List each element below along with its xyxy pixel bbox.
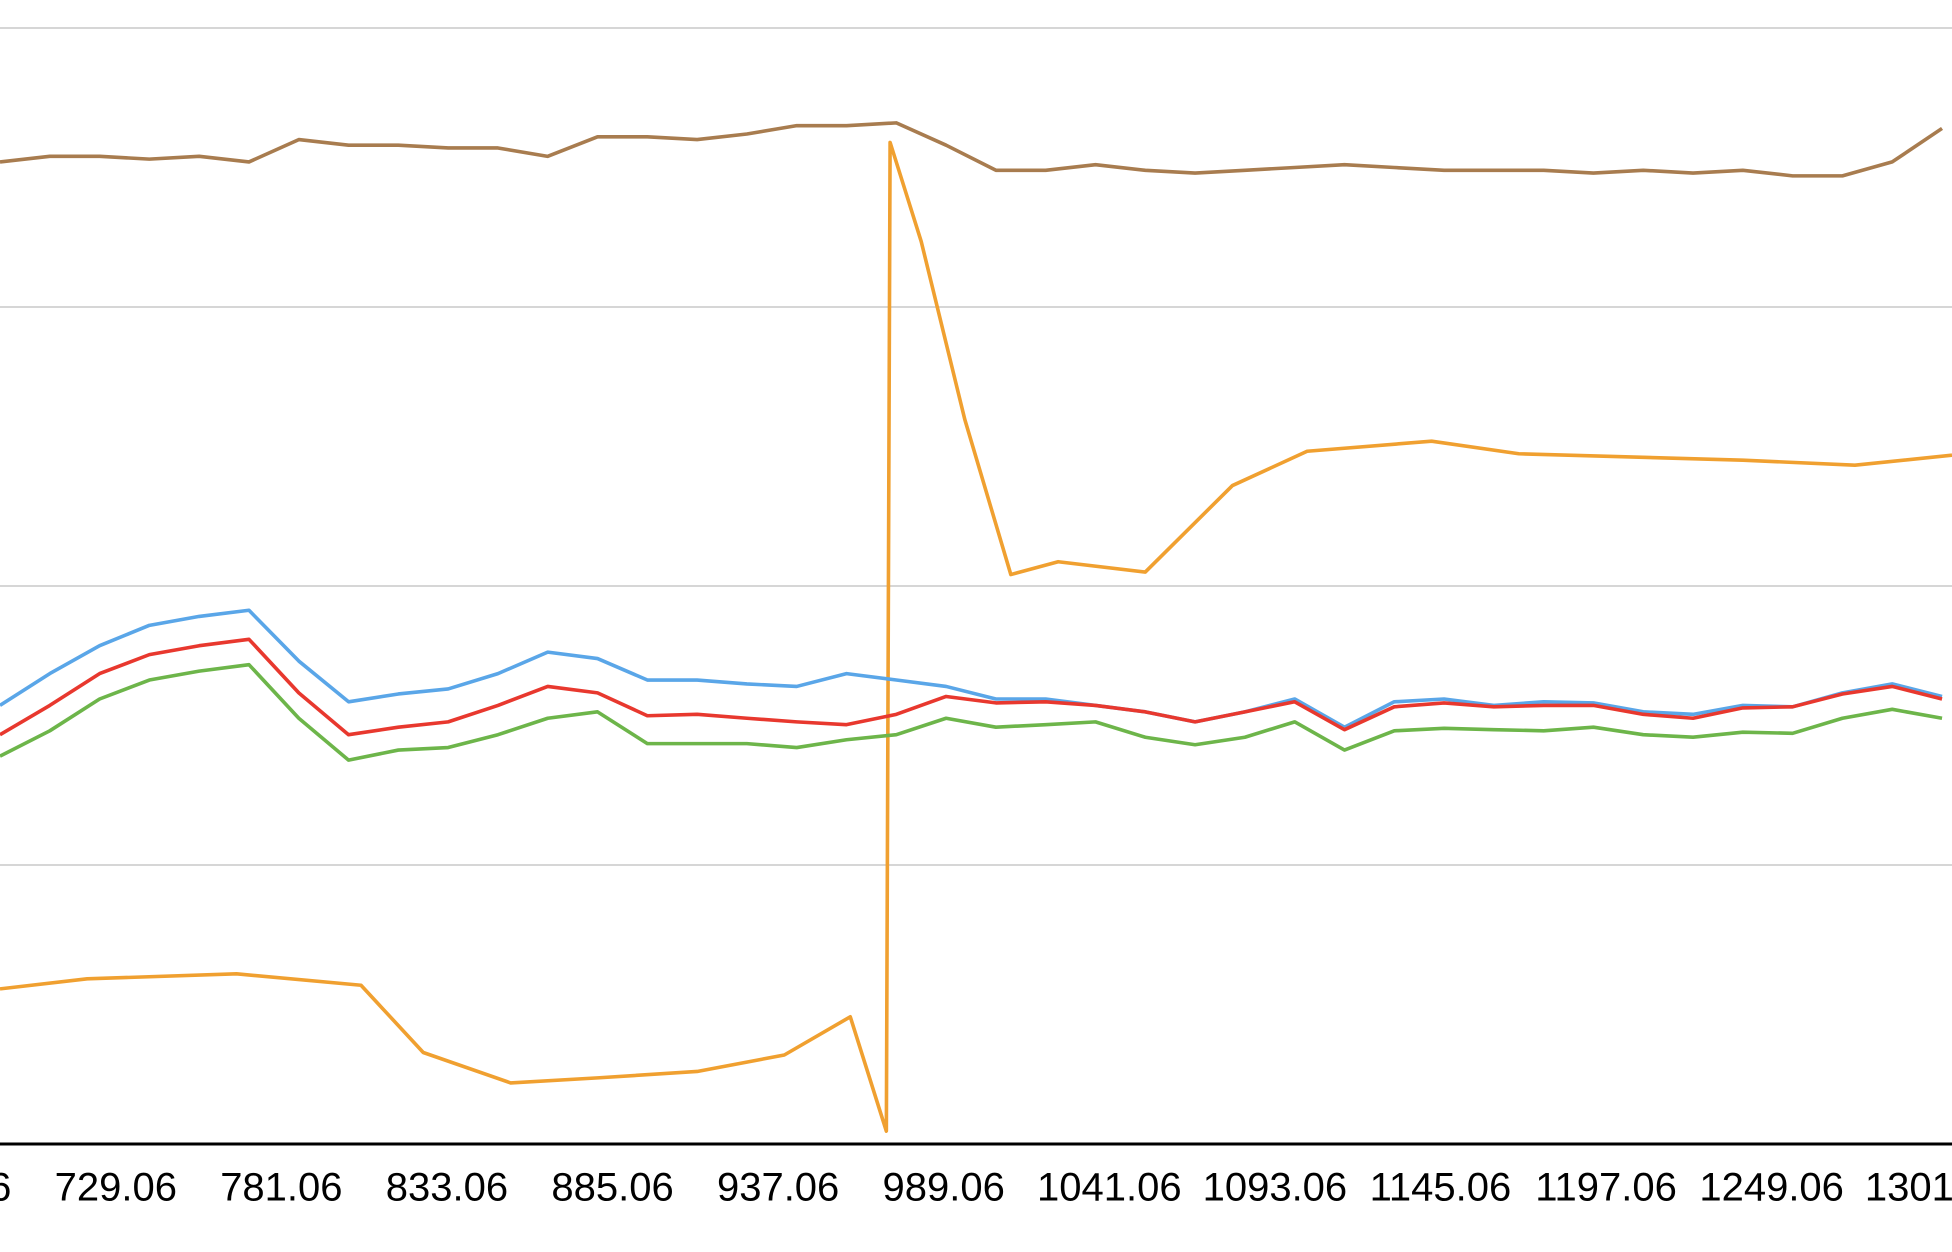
x-tick-label: 1249.06 (1699, 1166, 1844, 1210)
x-tick-label: 833.06 (386, 1166, 508, 1210)
x-tick-label: 1041.06 (1037, 1166, 1182, 1210)
x-tick-label: 1197.06 (1535, 1166, 1677, 1210)
x-tick-label: 677.06 (0, 1166, 11, 1210)
series-line (0, 662, 1943, 762)
series-line (0, 140, 1952, 1133)
x-tick-label: 989.06 (883, 1166, 1005, 1210)
series-line (0, 121, 1944, 178)
x-tick-label: 729.06 (55, 1166, 177, 1210)
x-tick-label: 1093.06 (1203, 1166, 1348, 1210)
x-tick-label: 1145.06 (1370, 1166, 1512, 1210)
x-tick-label: 781.06 (220, 1166, 342, 1210)
x-tick-label: 1301.06 (1865, 1166, 1952, 1210)
x-tick-label: 885.06 (551, 1166, 673, 1210)
series-line (0, 637, 1943, 737)
series-line (0, 608, 1943, 729)
x-tick-label: 937.06 (717, 1166, 839, 1210)
